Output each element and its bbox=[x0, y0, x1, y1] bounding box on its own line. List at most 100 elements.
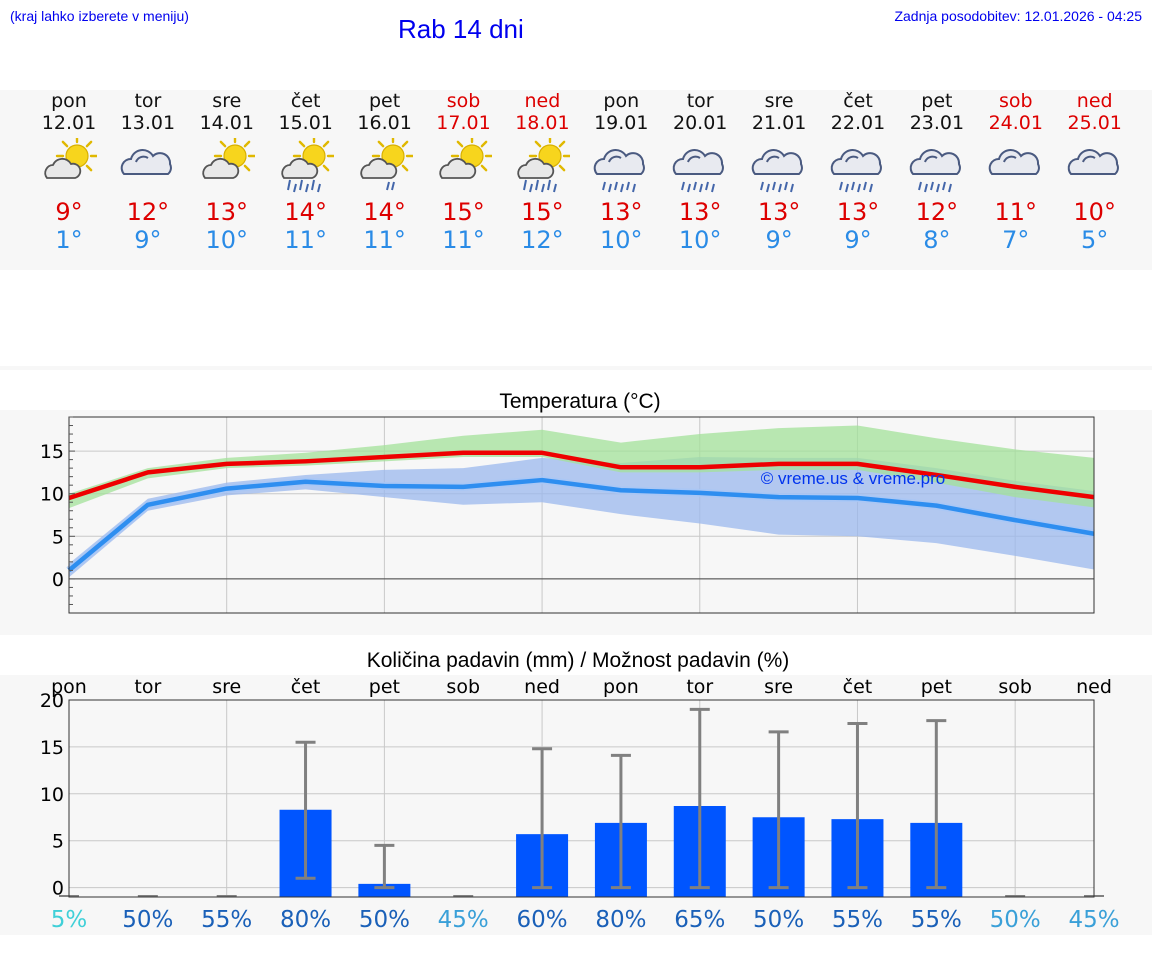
x-tick-label: sob bbox=[998, 676, 1032, 698]
min-temperature: 10° bbox=[600, 226, 643, 254]
x-tick-label: sre bbox=[764, 676, 793, 698]
precipitation-probability-label: 55% bbox=[832, 907, 883, 933]
day-column: ned 25.01 10° 5° bbox=[1056, 90, 1134, 270]
day-column: tor 13.01 12° 9° bbox=[109, 90, 187, 270]
max-temperature: 13° bbox=[205, 198, 249, 226]
x-tick-label: čet bbox=[291, 676, 321, 698]
day-date: 19.01 bbox=[594, 112, 649, 134]
day-date: 23.01 bbox=[909, 112, 965, 134]
min-temperature: 10° bbox=[205, 226, 249, 254]
precipitation-probability-label: 45% bbox=[1068, 907, 1119, 933]
day-name: sob bbox=[999, 90, 1033, 112]
chart-title: Temperatura (°C) bbox=[499, 390, 660, 413]
precipitation-probability-label: 65% bbox=[674, 907, 725, 933]
x-tick-label: pet bbox=[921, 676, 952, 698]
sun-cloud-rain-icon bbox=[514, 134, 572, 193]
day-name: sob bbox=[446, 90, 481, 112]
x-tick-label: čet bbox=[843, 676, 873, 698]
day-date: 16.01 bbox=[357, 112, 412, 134]
sun-cloud-drizzle-icon bbox=[357, 134, 414, 191]
sun-cloud-rain-icon bbox=[278, 134, 335, 193]
cloud-icon bbox=[120, 138, 176, 190]
sun-cloud-icon bbox=[199, 134, 256, 190]
last-update: Zadnja posodobitev: 12.01.2026 - 04:25 bbox=[894, 8, 1142, 24]
precipitation-probability-label: 60% bbox=[517, 907, 568, 933]
max-temperature: 15° bbox=[442, 198, 485, 226]
min-temperature: 5° bbox=[1081, 226, 1109, 254]
x-tick-label: ned bbox=[524, 676, 560, 698]
precipitation-probability-label: 55% bbox=[911, 907, 962, 933]
y-tick-label: 5 bbox=[52, 526, 64, 548]
day-column: sob 24.01 11° 7° bbox=[977, 90, 1055, 270]
day-name: ned bbox=[1076, 90, 1113, 112]
max-temperature: 14° bbox=[284, 198, 327, 226]
x-tick-label: sre bbox=[212, 676, 241, 698]
y-tick-label: 10 bbox=[40, 484, 64, 506]
precipitation-probability-label: 50% bbox=[122, 907, 173, 933]
max-temperature: 14° bbox=[363, 198, 406, 226]
day-column: sre 21.01 13° 9° bbox=[740, 90, 818, 270]
day-column: ned 18.01 15° 12° bbox=[503, 90, 581, 270]
max-temperature-range-band bbox=[69, 425, 1094, 509]
x-tick-label: sob bbox=[446, 676, 480, 698]
day-name: pet bbox=[368, 90, 401, 112]
y-tick-label: 0 bbox=[52, 878, 64, 900]
precipitation-probability-label: 55% bbox=[201, 907, 252, 933]
watermark: © vreme.us & vreme.pro bbox=[761, 469, 945, 488]
day-name: pon bbox=[51, 90, 87, 112]
cloud-rain-icon bbox=[672, 138, 728, 193]
max-temperature: 15° bbox=[521, 198, 564, 226]
day-date: 14.01 bbox=[199, 112, 254, 134]
max-temperature: 12° bbox=[126, 198, 170, 226]
day-column: pon 12.01 9° 1° bbox=[30, 90, 108, 270]
day-name: čet bbox=[290, 90, 321, 112]
cloud-rain-icon bbox=[593, 138, 649, 193]
day-date: 24.01 bbox=[988, 112, 1043, 134]
min-temperature: 1° bbox=[55, 226, 83, 254]
max-temperature: 13° bbox=[836, 198, 880, 226]
min-temperature: 10° bbox=[678, 226, 722, 254]
divider bbox=[0, 366, 1152, 370]
day-name: tor bbox=[134, 90, 162, 112]
y-tick-label: 20 bbox=[40, 690, 64, 712]
day-column: sre 14.01 13° 10° bbox=[188, 90, 266, 270]
day-name: sre bbox=[212, 90, 242, 112]
plot-frame bbox=[68, 699, 1095, 898]
day-column: pet 16.01 14° 11° bbox=[346, 90, 424, 270]
precipitation-probability-label: 50% bbox=[753, 907, 804, 933]
daily-forecast-strip: pon 12.01 9° 1° tor 13.01 12° 9° sre 14.01 13° 10° č… bbox=[0, 90, 1152, 270]
min-temperature: 9° bbox=[765, 226, 793, 254]
max-temperature: 9° bbox=[55, 198, 83, 226]
cloud-icon bbox=[988, 138, 1044, 190]
day-column: pet 23.01 12° 8° bbox=[898, 90, 976, 270]
x-tick-label: pet bbox=[369, 676, 400, 698]
min-temperature: 9° bbox=[134, 226, 162, 254]
chart-title: Količina padavin (mm) / Možnost padavin … bbox=[367, 649, 790, 672]
precipitation-probability-label: 45% bbox=[438, 907, 489, 933]
day-date: 21.01 bbox=[751, 112, 807, 134]
day-date: 25.01 bbox=[1067, 112, 1122, 134]
day-column: sob 17.01 15° 11° bbox=[425, 90, 503, 270]
day-date: 15.01 bbox=[278, 112, 333, 134]
y-tick-label: 15 bbox=[40, 441, 64, 463]
y-tick-label: 15 bbox=[40, 737, 64, 759]
min-temperature: 11° bbox=[284, 226, 327, 254]
cloud-rain-icon bbox=[751, 138, 807, 193]
max-temperature: 13° bbox=[678, 198, 722, 226]
max-temperature: 10° bbox=[1073, 198, 1116, 226]
cloud-rain-icon bbox=[830, 138, 886, 193]
day-name: ned bbox=[524, 90, 561, 112]
precipitation-probability-label: 50% bbox=[359, 907, 410, 933]
min-temperature: 12° bbox=[521, 226, 564, 254]
sun-cloud-icon bbox=[41, 134, 99, 190]
day-name: sre bbox=[764, 90, 794, 112]
precipitation-probability-label: 80% bbox=[280, 907, 331, 933]
x-tick-label: pon bbox=[603, 676, 639, 698]
precipitation-probability-label: 80% bbox=[595, 907, 646, 933]
day-column: tor 20.01 13° 10° bbox=[661, 90, 739, 270]
precipitation-chart: Količina padavin (mm) / Možnost padavin … bbox=[40, 649, 1120, 933]
day-column: čet 15.01 14° 11° bbox=[267, 90, 345, 270]
min-temperature: 11° bbox=[363, 226, 406, 254]
day-name: tor bbox=[686, 90, 714, 112]
plot-frame bbox=[68, 416, 1095, 614]
